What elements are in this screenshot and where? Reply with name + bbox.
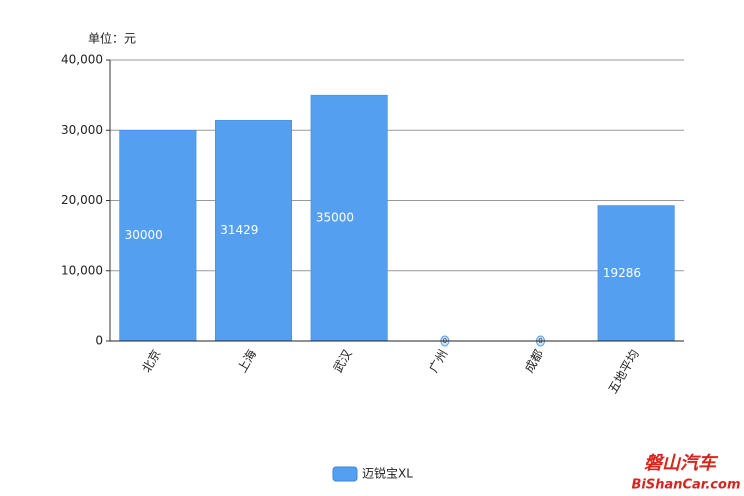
bar — [310, 94, 388, 342]
y-tick-label: 30,000 — [61, 123, 103, 137]
bar — [597, 205, 675, 342]
data-label: 31429 — [220, 223, 258, 237]
legend-label: 迈锐宝XL — [362, 467, 413, 481]
x-tick-label: 成都 — [522, 347, 546, 375]
x-tick-label: 北京 — [139, 347, 163, 375]
x-tick-label: 五地平均 — [606, 347, 642, 396]
watermark-url: BiShanCar.com — [631, 478, 740, 493]
data-label: 30000 — [125, 228, 163, 242]
y-tick-label: 40,000 — [61, 53, 103, 67]
legend-swatch — [332, 466, 358, 482]
watermark-title: 磐山汽车 — [644, 453, 719, 474]
y-tick-label: 20,000 — [61, 193, 103, 207]
x-tick-label: 上海 — [234, 347, 259, 375]
bar — [119, 130, 197, 342]
unit-label: 单位：元 — [88, 31, 136, 46]
y-tick-label: 10,000 — [61, 263, 103, 277]
bar — [214, 119, 293, 342]
y-tick-label: 0 — [95, 334, 103, 348]
data-label: 35000 — [316, 211, 354, 225]
x-tick-label: 广州 — [426, 347, 450, 375]
data-label: 19286 — [603, 266, 641, 280]
x-tick-label: 武汉 — [331, 347, 355, 375]
